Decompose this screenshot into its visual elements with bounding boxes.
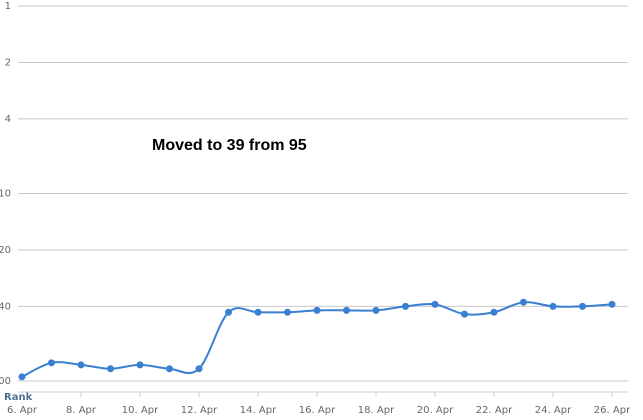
point [166,365,173,373]
axis-label: Rank [4,392,33,403]
y-tick-label: 10 [0,189,11,200]
y-tick-label: 20 [0,245,11,256]
y-tick-label: 2 [5,57,11,68]
point [48,359,55,367]
x-tick-label: 16. Apr [299,405,336,416]
x-tick-label: 14. Apr [240,405,277,416]
y-tick-label: 100 [0,376,11,387]
y-tick-label: 40 [0,301,11,312]
point [254,308,262,316]
point [549,302,557,310]
point [490,308,498,316]
x-tick-label: 24. Apr [535,405,572,416]
point [520,298,527,306]
x-tick-label: 26. Apr [594,405,631,416]
point [372,306,380,314]
point [579,302,586,310]
point [313,306,321,314]
x-tick-label: 12. Apr [181,405,218,416]
point [18,373,26,381]
point [402,302,409,310]
x-tick-label: 18. Apr [358,405,395,416]
point [225,308,232,316]
x-tick-label: 6. Apr [7,405,38,416]
point [284,308,291,316]
x-tick-label: 8. Apr [66,405,97,416]
point [343,306,350,314]
point [136,361,144,369]
point [461,310,468,318]
point [107,365,114,373]
x-tick-label: 10. Apr [122,405,159,416]
annotation: Moved to 39 from 95 [152,137,307,154]
point [195,365,203,373]
x-tick-label: 20. Apr [417,405,454,416]
point [77,361,85,369]
point [431,300,439,308]
point [608,300,616,308]
y-tick-label: 1 [5,1,11,12]
x-tick-label: 22. Apr [476,405,513,416]
y-tick-label: 4 [5,114,11,125]
